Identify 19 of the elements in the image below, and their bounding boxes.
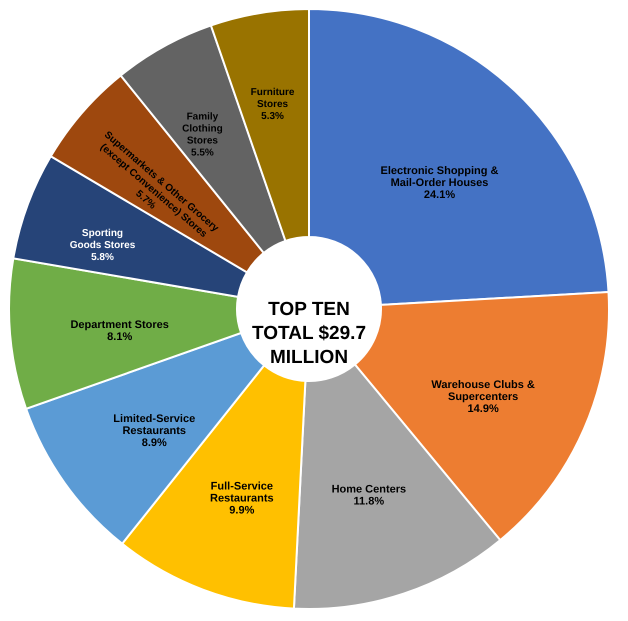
text: TOP TEN TOTAL $29.7 MILLION	[252, 299, 366, 368]
data-label: 9.9%	[229, 504, 255, 517]
data-label: 14.9%	[468, 403, 499, 416]
data-label: 8.1%	[107, 331, 132, 344]
data-label: 11.8%	[354, 495, 384, 508]
data-label: 5.3%	[261, 111, 284, 122]
slice-label: Full-Service Restaurants	[210, 480, 274, 505]
data-label: 24.1%	[424, 188, 456, 201]
slice-label: Family Clothing Stores	[182, 112, 223, 147]
slice-label: Home Centers	[332, 483, 406, 496]
slice-label: Department Stores	[70, 319, 169, 332]
slice-label: Sporting Goods Stores	[70, 228, 136, 252]
slice-label: Furniture Stores	[250, 87, 295, 110]
data-label: 5.5%	[191, 148, 214, 159]
data-label: 5.8%	[91, 252, 114, 264]
slice-label: Warehouse Clubs & Supercenters	[431, 379, 535, 404]
slice-label: Electronic Shopping & Mail-Order Houses	[380, 164, 499, 189]
slice-label: Limited-Service Restaurants	[113, 413, 196, 438]
data-label: 8.9%	[142, 437, 167, 450]
